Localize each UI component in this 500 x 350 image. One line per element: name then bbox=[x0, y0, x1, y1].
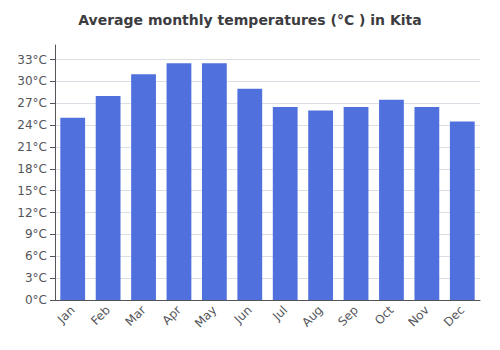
svg-text:0°C: 0°C bbox=[25, 293, 47, 307]
svg-text:15°C: 15°C bbox=[17, 184, 47, 198]
svg-text:9°C: 9°C bbox=[25, 227, 47, 241]
svg-text:30°C: 30°C bbox=[17, 74, 47, 88]
svg-text:18°C: 18°C bbox=[17, 162, 47, 176]
svg-text:12°C: 12°C bbox=[17, 206, 47, 220]
svg-text:Jul: Jul bbox=[269, 303, 290, 324]
svg-text:Apr: Apr bbox=[159, 303, 184, 328]
svg-text:Dec: Dec bbox=[441, 303, 467, 329]
svg-text:3°C: 3°C bbox=[25, 271, 47, 285]
svg-text:6°C: 6°C bbox=[25, 249, 47, 263]
svg-text:Average monthly temperatures (: Average monthly temperatures (°C ) in Ki… bbox=[78, 12, 422, 28]
svg-text:Sep: Sep bbox=[335, 303, 361, 329]
svg-text:May: May bbox=[192, 303, 219, 330]
svg-text:Jun: Jun bbox=[231, 303, 255, 327]
svg-text:Nov: Nov bbox=[405, 303, 431, 329]
svg-text:27°C: 27°C bbox=[17, 96, 47, 110]
svg-text:Aug: Aug bbox=[299, 303, 325, 329]
svg-text:Feb: Feb bbox=[88, 303, 113, 328]
svg-text:24°C: 24°C bbox=[17, 118, 47, 132]
svg-text:33°C: 33°C bbox=[17, 53, 47, 67]
svg-text:Jan: Jan bbox=[54, 303, 78, 327]
svg-text:Oct: Oct bbox=[372, 303, 397, 328]
svg-text:21°C: 21°C bbox=[17, 140, 47, 154]
svg-text:Mar: Mar bbox=[123, 303, 149, 329]
